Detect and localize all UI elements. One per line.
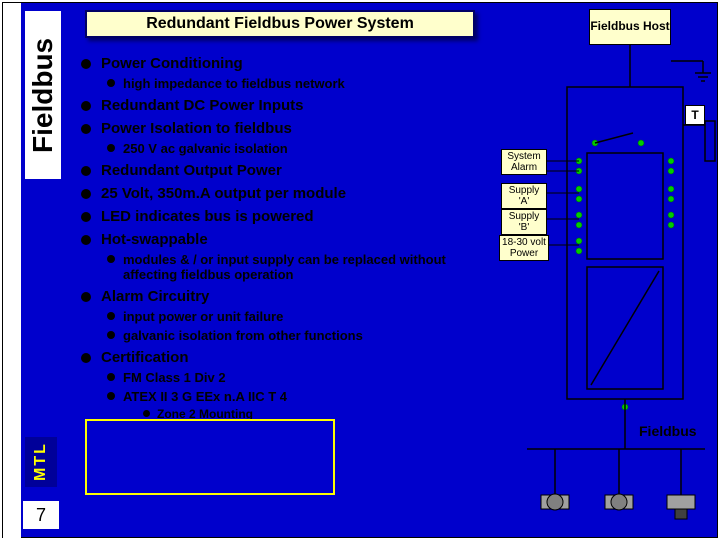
device-3 [667,495,695,519]
content-area: Power Conditioning high impedance to fiel… [81,49,486,421]
page-number: 7 [23,501,59,529]
slide: Fieldbus Redundant Fieldbus Power System… [2,2,718,538]
bullet-l1: Power Conditioning [81,55,486,72]
slide-title: Redundant Fieldbus Power System [85,10,475,38]
bullet-l2: modules & / or input supply can be repla… [81,252,486,282]
mtl-logo: MTL [25,437,57,487]
bullet-l1: Redundant DC Power Inputs [81,97,486,114]
green-terminals [576,158,674,254]
bullet-l1: Power Isolation to fieldbus [81,120,486,137]
certification-highlight-box [85,419,335,495]
bullet-l1: Alarm Circuitry [81,288,486,305]
bullet-l2: 250 V ac galvanic isolation [81,141,486,156]
bullet-l1: LED indicates bus is powered [81,208,486,225]
bullet-l2: FM Class 1 Div 2 [81,370,486,385]
diagram-svg [491,9,717,531]
bullet-l1: 25 Volt, 350m.A output per module [81,185,486,202]
bullet-l2: galvanic isolation from other functions [81,328,486,343]
device-1 [541,494,569,510]
bullet-l1: Certification [81,349,486,366]
bullet-l1: Redundant Output Power [81,162,486,179]
bullet-l1: Hot-swappable [81,231,486,248]
bullet-l2: input power or unit failure [81,309,486,324]
bullet-l2: ATEX II 3 G EEx n.A IIC T 4 [81,389,486,404]
device-2 [605,494,633,510]
sidebar-strip [3,3,21,539]
fieldbus-diagram: Fieldbus Host T Fieldbus System AlarmSup… [491,9,717,531]
bullet-l2: high impedance to fieldbus network [81,76,486,91]
sidebar-label: Fieldbus [25,11,61,179]
